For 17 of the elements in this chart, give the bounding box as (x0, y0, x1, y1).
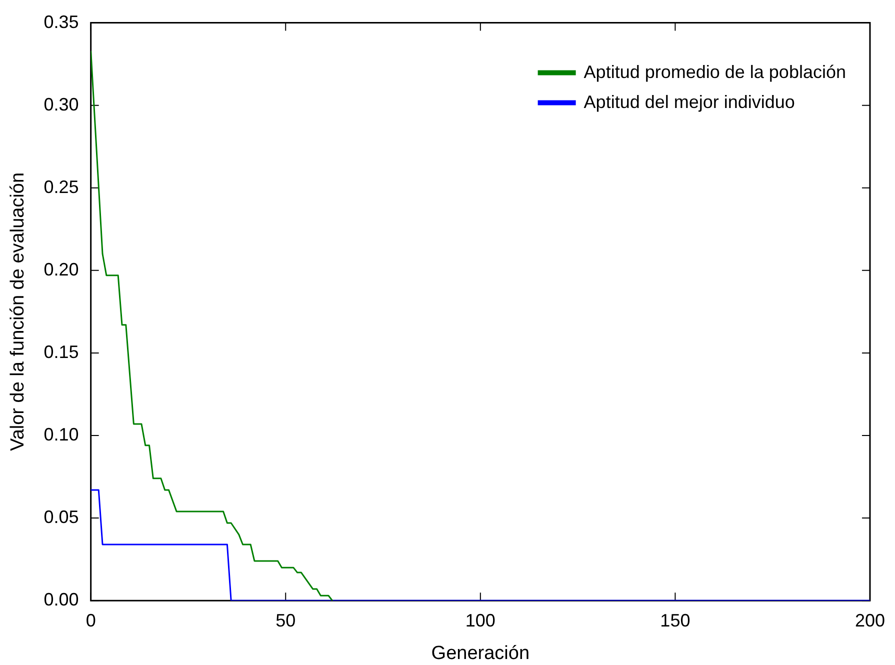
y-tick-label: 0.10 (44, 424, 79, 444)
y-tick-label: 0.20 (44, 259, 79, 280)
x-tick-label: 200 (854, 610, 886, 630)
y-tick-label: 0.15 (44, 342, 79, 362)
y-tick-label: 0.00 (44, 590, 79, 610)
y-tick-label: 0.30 (44, 94, 79, 114)
legend-label: Aptitud del mejor individuo (584, 92, 795, 112)
y-axis-title: Valor de la función de evaluación (8, 172, 29, 451)
y-tick-label: 0.35 (44, 12, 79, 32)
y-tick-label: 0.25 (44, 176, 79, 197)
x-tick-label: 100 (465, 610, 496, 630)
x-axis-title: Generación (431, 642, 530, 664)
x-tick-label: 50 (276, 610, 296, 630)
legend-label: Aptitud promedio de la población (584, 62, 846, 82)
x-tick-label: 0 (86, 610, 96, 630)
y-tick-label: 0.05 (44, 507, 79, 528)
x-tick-label: 150 (660, 610, 690, 630)
